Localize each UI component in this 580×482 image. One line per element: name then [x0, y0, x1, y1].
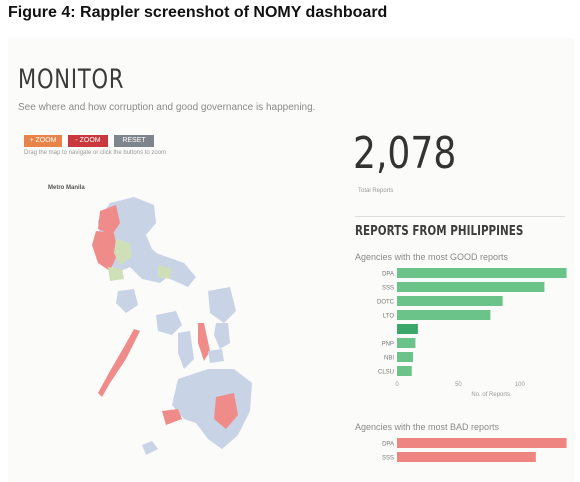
map-region-luzon-north-red[interactable] [98, 205, 120, 235]
total-reports-count: 2,078 [353, 128, 457, 179]
reset-zoom-button[interactable]: RESET ZOOM [114, 135, 154, 156]
axis-tick-label: 0 [395, 382, 399, 388]
bar-label: NBI [384, 356, 394, 362]
bar-sss[interactable] [397, 452, 536, 462]
bar-clsu[interactable] [397, 366, 412, 376]
x-axis-label: No. of Reports [471, 392, 510, 398]
bar-nbi[interactable] [397, 352, 413, 362]
zoom-out-button[interactable]: - ZOOM OUT [68, 135, 108, 156]
map-label-metro-manila: Metro Manila [48, 185, 85, 191]
bar-label: DOTC [377, 300, 395, 306]
bar-label: DPA [382, 442, 394, 448]
map-region-bicol[interactable] [156, 253, 196, 287]
bar-pnp[interactable] [397, 338, 416, 348]
bar-label: SSS [382, 456, 394, 462]
map-region-negros[interactable] [178, 331, 194, 369]
page-tagline: See where and how corruption and good go… [18, 102, 316, 113]
bar-dotc[interactable] [397, 296, 503, 306]
map-region-luzon-south-green[interactable] [108, 267, 124, 281]
map-region-panay[interactable] [156, 311, 182, 335]
bad-reports-chart: DPA SSS [382, 438, 567, 462]
map-region-zamboanga-red[interactable] [162, 409, 182, 425]
map-region-samar[interactable] [208, 287, 236, 323]
bar-unlabeled[interactable] [397, 324, 418, 334]
map-region-luzon-green[interactable] [114, 239, 132, 265]
good-chart-subtitle: Agencies with the most GOOD reports [355, 252, 509, 262]
bar-lto[interactable] [397, 310, 491, 320]
bar-label: DPA [382, 272, 394, 278]
map-region-mindoro[interactable] [116, 289, 138, 313]
map-region-cebu-red[interactable] [198, 323, 210, 361]
bar-dpa[interactable] [397, 268, 567, 278]
section-title: REPORTS FROM PHILIPPINES [355, 224, 524, 239]
divider [355, 216, 565, 217]
map-hint: Drag the map to navigate or click the bu… [24, 150, 167, 156]
map-region-luzon-central-red[interactable] [92, 231, 118, 271]
map-region-mindanao[interactable] [172, 369, 252, 449]
map-region-palawan[interactable] [98, 329, 140, 397]
bar-label: SSS [382, 286, 394, 292]
map-region-sulu[interactable] [142, 441, 158, 455]
bar-label: PNP [382, 342, 394, 348]
dashboard-screenshot: MONITOR See where and how corruption and… [8, 38, 574, 482]
map-region-mindanao-red[interactable] [214, 393, 238, 429]
bar-label: LTO [383, 314, 394, 320]
map-region-bohol[interactable] [208, 349, 224, 363]
total-reports-label: Total Reports [358, 188, 394, 194]
zoom-in-button[interactable]: + ZOOM IN [24, 135, 62, 156]
axis-tick-label: 50 [455, 382, 462, 388]
bar-sss[interactable] [397, 282, 545, 292]
map-region-leyte[interactable] [214, 323, 230, 349]
page-title: MONITOR [18, 64, 125, 95]
axis-tick-label: 100 [515, 382, 526, 388]
bad-chart-subtitle: Agencies with the most BAD reports [355, 422, 500, 432]
philippines-map[interactable] [38, 183, 268, 473]
bar-dpa[interactable] [397, 438, 567, 448]
map-region-bicol-green[interactable] [158, 265, 172, 279]
bar-label: CLSU [378, 370, 394, 376]
figure-caption: Figure 4: Rappler screenshot of NOMY das… [8, 4, 388, 21]
